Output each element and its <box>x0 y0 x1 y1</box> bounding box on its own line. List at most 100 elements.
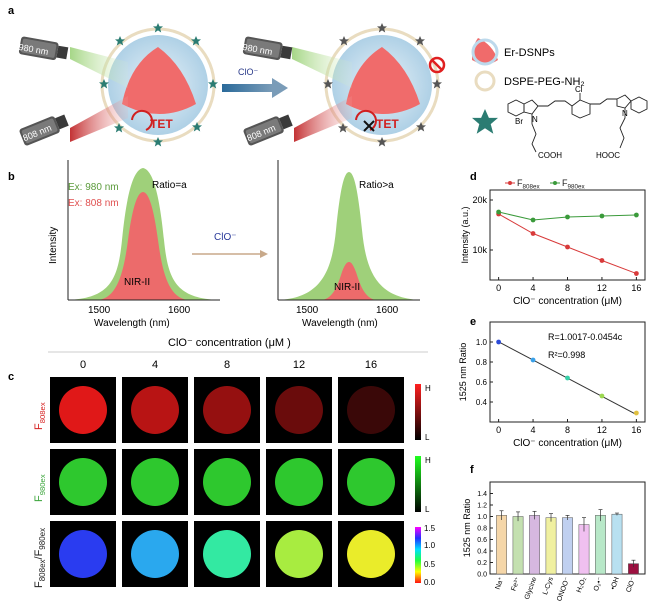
tet-arrow-icon <box>355 109 377 131</box>
dye-label-n2: N <box>622 109 628 118</box>
y-tick-label: 0.8 <box>477 526 487 533</box>
legend-label: F808ex <box>517 178 541 190</box>
data-point <box>599 258 605 263</box>
colorbar-green <box>415 456 421 512</box>
core <box>122 47 196 114</box>
cbar-tick: 1.5 <box>424 524 436 533</box>
ratio-left-label: Ratio=a <box>152 180 187 191</box>
chart-e: 0 4 8 12 16 0.4 0.6 0.8 1.0 R=1.0017-0.0454c R²=0.… <box>458 321 646 449</box>
x-tick-label: Glycine <box>524 576 539 600</box>
data-point <box>530 231 536 236</box>
x-tick-label: ClO⁻ <box>625 576 637 593</box>
fluorescence-spot <box>203 530 251 578</box>
concentration-label: 16 <box>365 359 377 371</box>
x-tick-label: L-Cys <box>542 576 555 596</box>
clo-label: ClO⁻ <box>214 232 237 243</box>
chart-f: 0.0 0.2 0.4 0.6 0.8 1.0 1.2 1.4 Na⁺ Fe³⁺ Glycine L-… <box>462 481 646 602</box>
ex980-label: Ex: 980 nm <box>68 182 119 193</box>
fluorescence-spot <box>59 386 107 434</box>
x-tick-label: 4 <box>531 283 536 293</box>
plot-frame <box>489 189 646 281</box>
spectrum-left: Ex: 980 nm Ex: 808 nm Ratio=a NIR-II Int… <box>48 160 220 329</box>
cbar-hi: H <box>425 384 431 393</box>
nanoparticle-right <box>323 23 442 147</box>
data-point <box>633 212 639 218</box>
data-point <box>565 214 570 220</box>
x-tick-label: ONOO⁻ <box>556 576 571 602</box>
x-tick-label: 16 <box>631 283 641 293</box>
y-tick-label: 1.0 <box>477 514 487 521</box>
row-label: F808ex/F980ex <box>33 528 47 588</box>
colorbar-rainbow <box>415 527 421 583</box>
x-tick-label: Fe³⁺ <box>510 576 522 592</box>
bar <box>545 517 557 575</box>
legend-marker <box>553 181 557 185</box>
r2-label: R²=0.998 <box>548 350 585 360</box>
series-line <box>498 213 637 274</box>
fluorescence-spot <box>275 386 323 434</box>
fluorescence-spot <box>347 386 395 434</box>
panel-label-c: c <box>8 371 14 383</box>
data-point <box>599 213 605 219</box>
x-axis-label: ClO⁻ concentration (μM) <box>513 296 622 307</box>
data-point <box>599 393 605 399</box>
bar <box>595 515 606 575</box>
x-tick-label: 4 <box>531 425 536 435</box>
panel-label-e: e <box>470 316 476 328</box>
x-tick-label: 0 <box>496 283 501 293</box>
laser-808-right: 808 nm <box>242 96 352 147</box>
fluorescence-spot <box>59 530 107 578</box>
laser-808-left: 808 nm <box>18 96 128 147</box>
y-tick-label: 1.0 <box>476 338 488 347</box>
xlabel: Wavelength (nm) <box>94 318 170 329</box>
y-axis-label: Intensity (a.u.) <box>460 206 470 263</box>
data-point <box>565 244 570 250</box>
data-point <box>530 217 536 223</box>
ex808-label: Ex: 808 nm <box>68 198 119 209</box>
tick-1500: 1500 <box>88 305 111 316</box>
concentration-labels: 0 4 8 12 16 <box>80 359 377 371</box>
cbar-tick: 1.0 <box>424 541 436 550</box>
cbar-lo: L <box>425 505 430 514</box>
y-tick-label: 0.0 <box>477 572 487 579</box>
x-tick-label: Na⁺ <box>495 576 506 591</box>
panel-f: f 0.0 0.2 0.4 0.6 0.8 1.0 1.2 1.4 Na⁺ Fe³⁺ Glycine… <box>462 464 646 602</box>
fluorescence-spot <box>203 386 251 434</box>
y-tick-label: 0.8 <box>476 358 488 367</box>
y-tick-label: 0.4 <box>477 549 487 556</box>
tick-1600: 1600 <box>168 305 191 316</box>
concentration-label: 12 <box>293 359 305 371</box>
tet-arrow-icon <box>131 109 153 131</box>
laser-980-right: 980 nm <box>242 36 352 88</box>
legend-a: Er-DSNPs DSPE-PEG-NH₂ Cl N Br N COOH <box>471 38 648 160</box>
tick-1500: 1500 <box>296 305 319 316</box>
panel-a: a 980 nm 808 nm TET ClO⁻ <box>8 5 648 160</box>
x-axis-label: ClO⁻ concentration (μM) <box>513 438 622 449</box>
panel-e: e 0 4 8 12 16 0.4 0.6 0.8 1.0 R=1.0017-0.0454c R²=… <box>458 316 646 449</box>
data-point <box>565 375 570 381</box>
concentration-label: 8 <box>224 359 230 371</box>
y-axis-label: 1525 nm Ratio <box>458 343 468 402</box>
dye-structure <box>507 93 648 153</box>
nir-label: NIR-II <box>124 277 150 288</box>
bar <box>611 513 623 575</box>
cbar-hi: H <box>425 456 431 465</box>
cbar-lo: L <box>425 433 430 442</box>
tet-label: TET <box>376 117 399 131</box>
y-tick-label: 0.6 <box>476 378 488 387</box>
tick-1600: 1600 <box>376 305 399 316</box>
equation-label: R=1.0017-0.0454c <box>548 332 623 342</box>
np-legend-icon <box>472 38 498 64</box>
concentration-label: 0 <box>80 359 86 371</box>
dye-label-cooh: COOH <box>538 151 562 160</box>
reaction-arrow-head-icon <box>272 78 288 98</box>
bar <box>496 515 507 575</box>
cbar-tick: 0.0 <box>424 578 436 587</box>
legend-lipid-label: DSPE-PEG-NH₂ <box>504 76 585 88</box>
x-tick-label: 12 <box>597 425 607 435</box>
bar <box>512 516 524 575</box>
fluorescence-spot <box>275 530 323 578</box>
dye-label-br: Br <box>515 117 523 126</box>
x-tick-label: H₂O₂ <box>576 576 588 594</box>
